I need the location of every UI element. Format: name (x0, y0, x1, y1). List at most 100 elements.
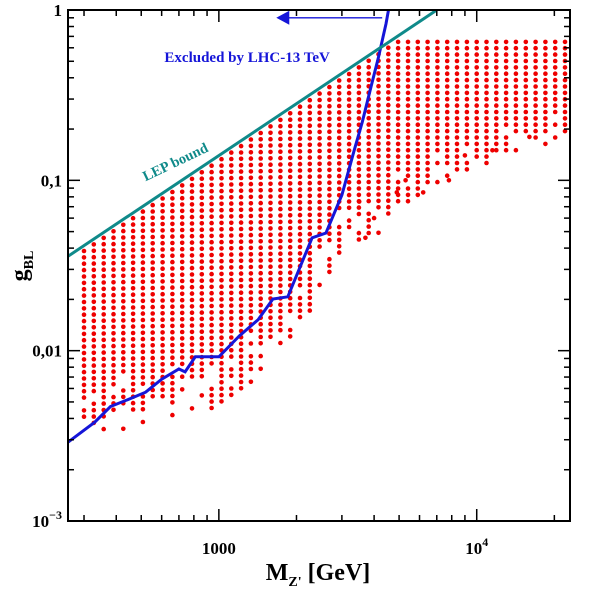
data-point (444, 154, 450, 159)
data-point (356, 199, 362, 204)
data-point (278, 143, 283, 148)
data-point (101, 292, 106, 298)
data-point (248, 315, 254, 321)
data-point (170, 291, 175, 297)
data-point (238, 213, 244, 219)
data-point (268, 334, 273, 340)
data-point (523, 103, 529, 108)
data-point (454, 135, 460, 140)
data-point (317, 212, 322, 218)
data-point (454, 77, 460, 83)
data-point (248, 137, 254, 142)
data-point (278, 187, 283, 193)
data-point (111, 331, 116, 336)
data-point (81, 331, 87, 337)
data-point (189, 272, 195, 277)
data-point (346, 192, 352, 198)
data-point (179, 246, 185, 252)
data-point (189, 221, 195, 226)
data-point (209, 227, 214, 232)
data-point (268, 238, 273, 244)
data-point (209, 214, 214, 219)
data-point (229, 271, 234, 277)
data-point (464, 71, 470, 76)
data-point (189, 297, 195, 303)
data-point (91, 318, 97, 324)
data-point (101, 337, 106, 343)
data-point (268, 315, 273, 321)
data-point (150, 323, 155, 329)
data-point (209, 246, 214, 251)
data-point (415, 167, 421, 172)
data-point (425, 147, 430, 153)
data-point (317, 199, 322, 205)
data-point (229, 328, 234, 334)
data-point (209, 208, 214, 213)
data-point (189, 208, 195, 213)
data-point (395, 135, 401, 140)
data-point (130, 260, 136, 266)
data-point (444, 116, 450, 121)
data-point (229, 188, 234, 194)
data-point (317, 187, 322, 192)
data-point (386, 160, 391, 165)
data-point (150, 292, 155, 297)
data-point (229, 392, 234, 398)
data-point (150, 253, 155, 259)
data-point (209, 405, 214, 411)
data-point (219, 367, 224, 372)
data-point (297, 193, 303, 199)
data-point (307, 155, 313, 160)
data-point (130, 349, 136, 355)
data-point (248, 194, 254, 200)
data-point (199, 284, 205, 290)
data-point (356, 103, 362, 108)
data-point (209, 259, 214, 264)
data-point (484, 103, 489, 108)
data-point (170, 387, 175, 392)
data-point (503, 96, 509, 102)
data-point (258, 270, 264, 276)
data-point (130, 407, 136, 412)
data-point (101, 388, 106, 394)
data-point (425, 65, 430, 70)
data-point (494, 96, 499, 102)
data-point (189, 329, 195, 335)
data-point (484, 58, 489, 64)
data-point (474, 52, 480, 57)
data-point (179, 310, 185, 316)
data-point (209, 399, 214, 404)
data-point (435, 71, 440, 76)
data-point (425, 173, 430, 178)
data-point (189, 214, 195, 220)
data-point (484, 154, 489, 159)
data-point (150, 343, 155, 348)
data-point (229, 335, 234, 340)
data-point (150, 260, 155, 265)
data-point (317, 148, 322, 154)
data-point (170, 278, 175, 284)
data-point (503, 52, 509, 57)
data-point (199, 335, 205, 341)
data-point (415, 52, 421, 57)
data-point (150, 228, 155, 233)
data-point (179, 291, 185, 297)
data-point (101, 324, 106, 330)
data-point (474, 65, 480, 70)
data-point (533, 71, 538, 76)
data-point (81, 325, 87, 330)
data-point (81, 248, 87, 254)
data-point (552, 109, 558, 115)
data-point (405, 45, 411, 51)
data-point (386, 147, 391, 152)
data-point (101, 369, 106, 375)
data-point (543, 96, 548, 102)
data-point (258, 130, 264, 136)
data-point (376, 205, 381, 210)
data-point (140, 419, 146, 425)
data-point (199, 233, 205, 239)
data-point (446, 178, 452, 183)
data-point (287, 181, 293, 186)
data-point (464, 39, 470, 45)
data-point (91, 350, 97, 356)
